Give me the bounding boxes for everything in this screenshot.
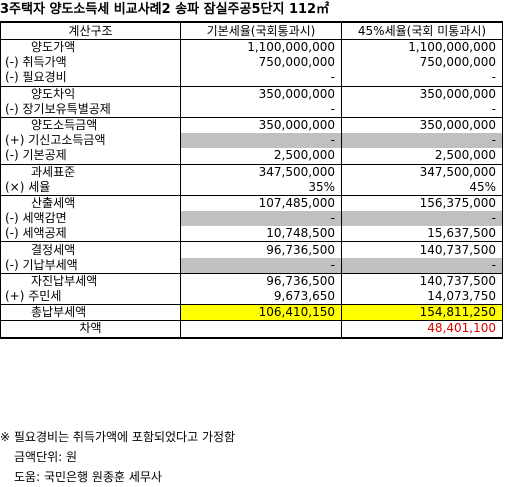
footnote-unit: 금액단위: 원: [14, 450, 78, 464]
row-label: (-) 취득가액: [0, 55, 181, 71]
row-value-45: 14,073,750: [341, 289, 503, 306]
table-row: (+) 기신고소득금액 - -: [0, 133, 503, 149]
table-row: (-) 기납부세액 - -: [0, 257, 503, 274]
row-value-basic: 96,736,500: [180, 241, 342, 258]
difference-value: 48,401,100: [341, 320, 503, 339]
row-value-basic: 347,500,000: [180, 164, 342, 180]
row-value-45: 45%: [341, 179, 503, 196]
row-value-basic: -: [180, 211, 342, 227]
row-value-basic: 10,748,500: [180, 226, 342, 243]
row-value-basic: 96,736,500: [180, 273, 342, 289]
table-row: 자진납부세액 96,736,500 140,737,500: [0, 273, 503, 289]
row-value-45: 2,500,000: [341, 148, 503, 165]
table-row: 양도소득금액 350,000,000 350,000,000: [0, 117, 503, 134]
table-row: (-) 기본공제 2,500,000 2,500,000: [0, 148, 503, 165]
tax-comparison-table: 계산구조 기본세율(국회통과시) 45%세율(국회 미통과시) 양도가액 1,1…: [0, 21, 503, 339]
row-label: (-) 세액감면: [0, 211, 181, 227]
row-value-45: -: [341, 211, 503, 227]
row-value-basic: -: [180, 70, 342, 87]
row-value-45: -: [341, 70, 503, 87]
row-value-45: 350,000,000: [341, 86, 503, 102]
row-value-45: 140,737,500: [341, 241, 503, 258]
table-row: (-) 장기보유특별공제 - -: [0, 101, 503, 118]
row-label: (-) 기납부세액: [0, 257, 181, 274]
table-row: (-) 필요경비 - -: [0, 70, 503, 87]
table-row: (-) 세액공제 10,748,500 15,637,500: [0, 226, 503, 243]
row-value-45: -: [341, 101, 503, 118]
row-label: (-) 필요경비: [0, 70, 181, 87]
total-value-45: 154,811,250: [341, 304, 503, 322]
row-value-basic: 2,500,000: [180, 148, 342, 165]
table-row: (-) 세액감면 - -: [0, 211, 503, 227]
row-label: 과세표준: [0, 164, 181, 180]
row-label: (+) 주민세: [0, 289, 181, 306]
table-row: 양도차익 350,000,000 350,000,000: [0, 86, 503, 102]
row-value-basic: -: [180, 257, 342, 274]
row-value-45: 140,737,500: [341, 273, 503, 289]
footnote-source: 도움: 국민은행 원종훈 세무사: [14, 470, 162, 484]
row-value-basic: 350,000,000: [180, 117, 342, 134]
row-label: (-) 기본공제: [0, 148, 181, 165]
row-value-45: 750,000,000: [341, 55, 503, 71]
header-basic-rate: 기본세율(국회통과시): [180, 21, 342, 40]
row-value-basic: -: [180, 101, 342, 118]
row-label: 자진납부세액: [0, 273, 181, 289]
row-label: 결정세액: [0, 241, 181, 258]
row-value-basic: 107,485,000: [180, 195, 342, 212]
header-45-rate: 45%세율(국회 미통과시): [341, 21, 503, 40]
row-value-basic: 9,673,650: [180, 289, 342, 306]
header-row: 계산구조 기본세율(국회통과시) 45%세율(국회 미통과시): [0, 21, 503, 40]
table-row: 결정세액 96,736,500 140,737,500: [0, 241, 503, 258]
row-value-45: 350,000,000: [341, 117, 503, 134]
row-value-basic: [180, 320, 342, 339]
row-label: 차액: [0, 320, 181, 339]
row-label: 총납부세액: [0, 304, 181, 322]
row-label: 양도차익: [0, 86, 181, 102]
sheet-title: 3주택자 양도소득세 비교사례2 송파 잠실주공5단지 112㎡: [0, 2, 330, 17]
row-value-basic: 750,000,000: [180, 55, 342, 71]
row-value-45: 15,637,500: [341, 226, 503, 243]
row-label: (-) 장기보유특별공제: [0, 101, 181, 118]
table-row: (+) 주민세 9,673,650 14,073,750: [0, 289, 503, 306]
total-row: 총납부세액 106,410,150 154,811,250: [0, 304, 503, 322]
footnotes: ※ 필요경비는 취득가액에 포함되었다고 가정함 금액단위: 원 도움: 국민은…: [0, 427, 235, 487]
row-value-45: 156,375,000: [341, 195, 503, 212]
row-value-basic: -: [180, 133, 342, 149]
row-label: (-) 세액공제: [0, 226, 181, 243]
row-value-45: 347,500,000: [341, 164, 503, 180]
table-row: (×) 세율 35% 45%: [0, 179, 503, 196]
row-value-45: -: [341, 257, 503, 274]
row-label: 양도소득금액: [0, 117, 181, 134]
footnote-assumption: ※ 필요경비는 취득가액에 포함되었다고 가정함: [0, 430, 236, 444]
difference-row: 차액 48,401,100: [0, 320, 503, 339]
row-label: (×) 세율: [0, 179, 181, 196]
header-calc-structure: 계산구조: [0, 21, 181, 40]
total-value-basic: 106,410,150: [180, 304, 342, 322]
row-value-basic: 35%: [180, 179, 342, 196]
table-row: 과세표준 347,500,000 347,500,000: [0, 164, 503, 180]
row-value-45: -: [341, 133, 503, 149]
table-row: 산출세액 107,485,000 156,375,000: [0, 195, 503, 212]
row-value-basic: 1,100,000,000: [180, 39, 342, 56]
table-row: (-) 취득가액 750,000,000 750,000,000: [0, 55, 503, 71]
row-value-45: 1,100,000,000: [341, 39, 503, 56]
row-label: (+) 기신고소득금액: [0, 133, 181, 149]
table-row: 양도가액 1,100,000,000 1,100,000,000: [0, 39, 503, 56]
row-label: 양도가액: [0, 39, 181, 56]
row-value-basic: 350,000,000: [180, 86, 342, 102]
row-label: 산출세액: [0, 195, 181, 212]
